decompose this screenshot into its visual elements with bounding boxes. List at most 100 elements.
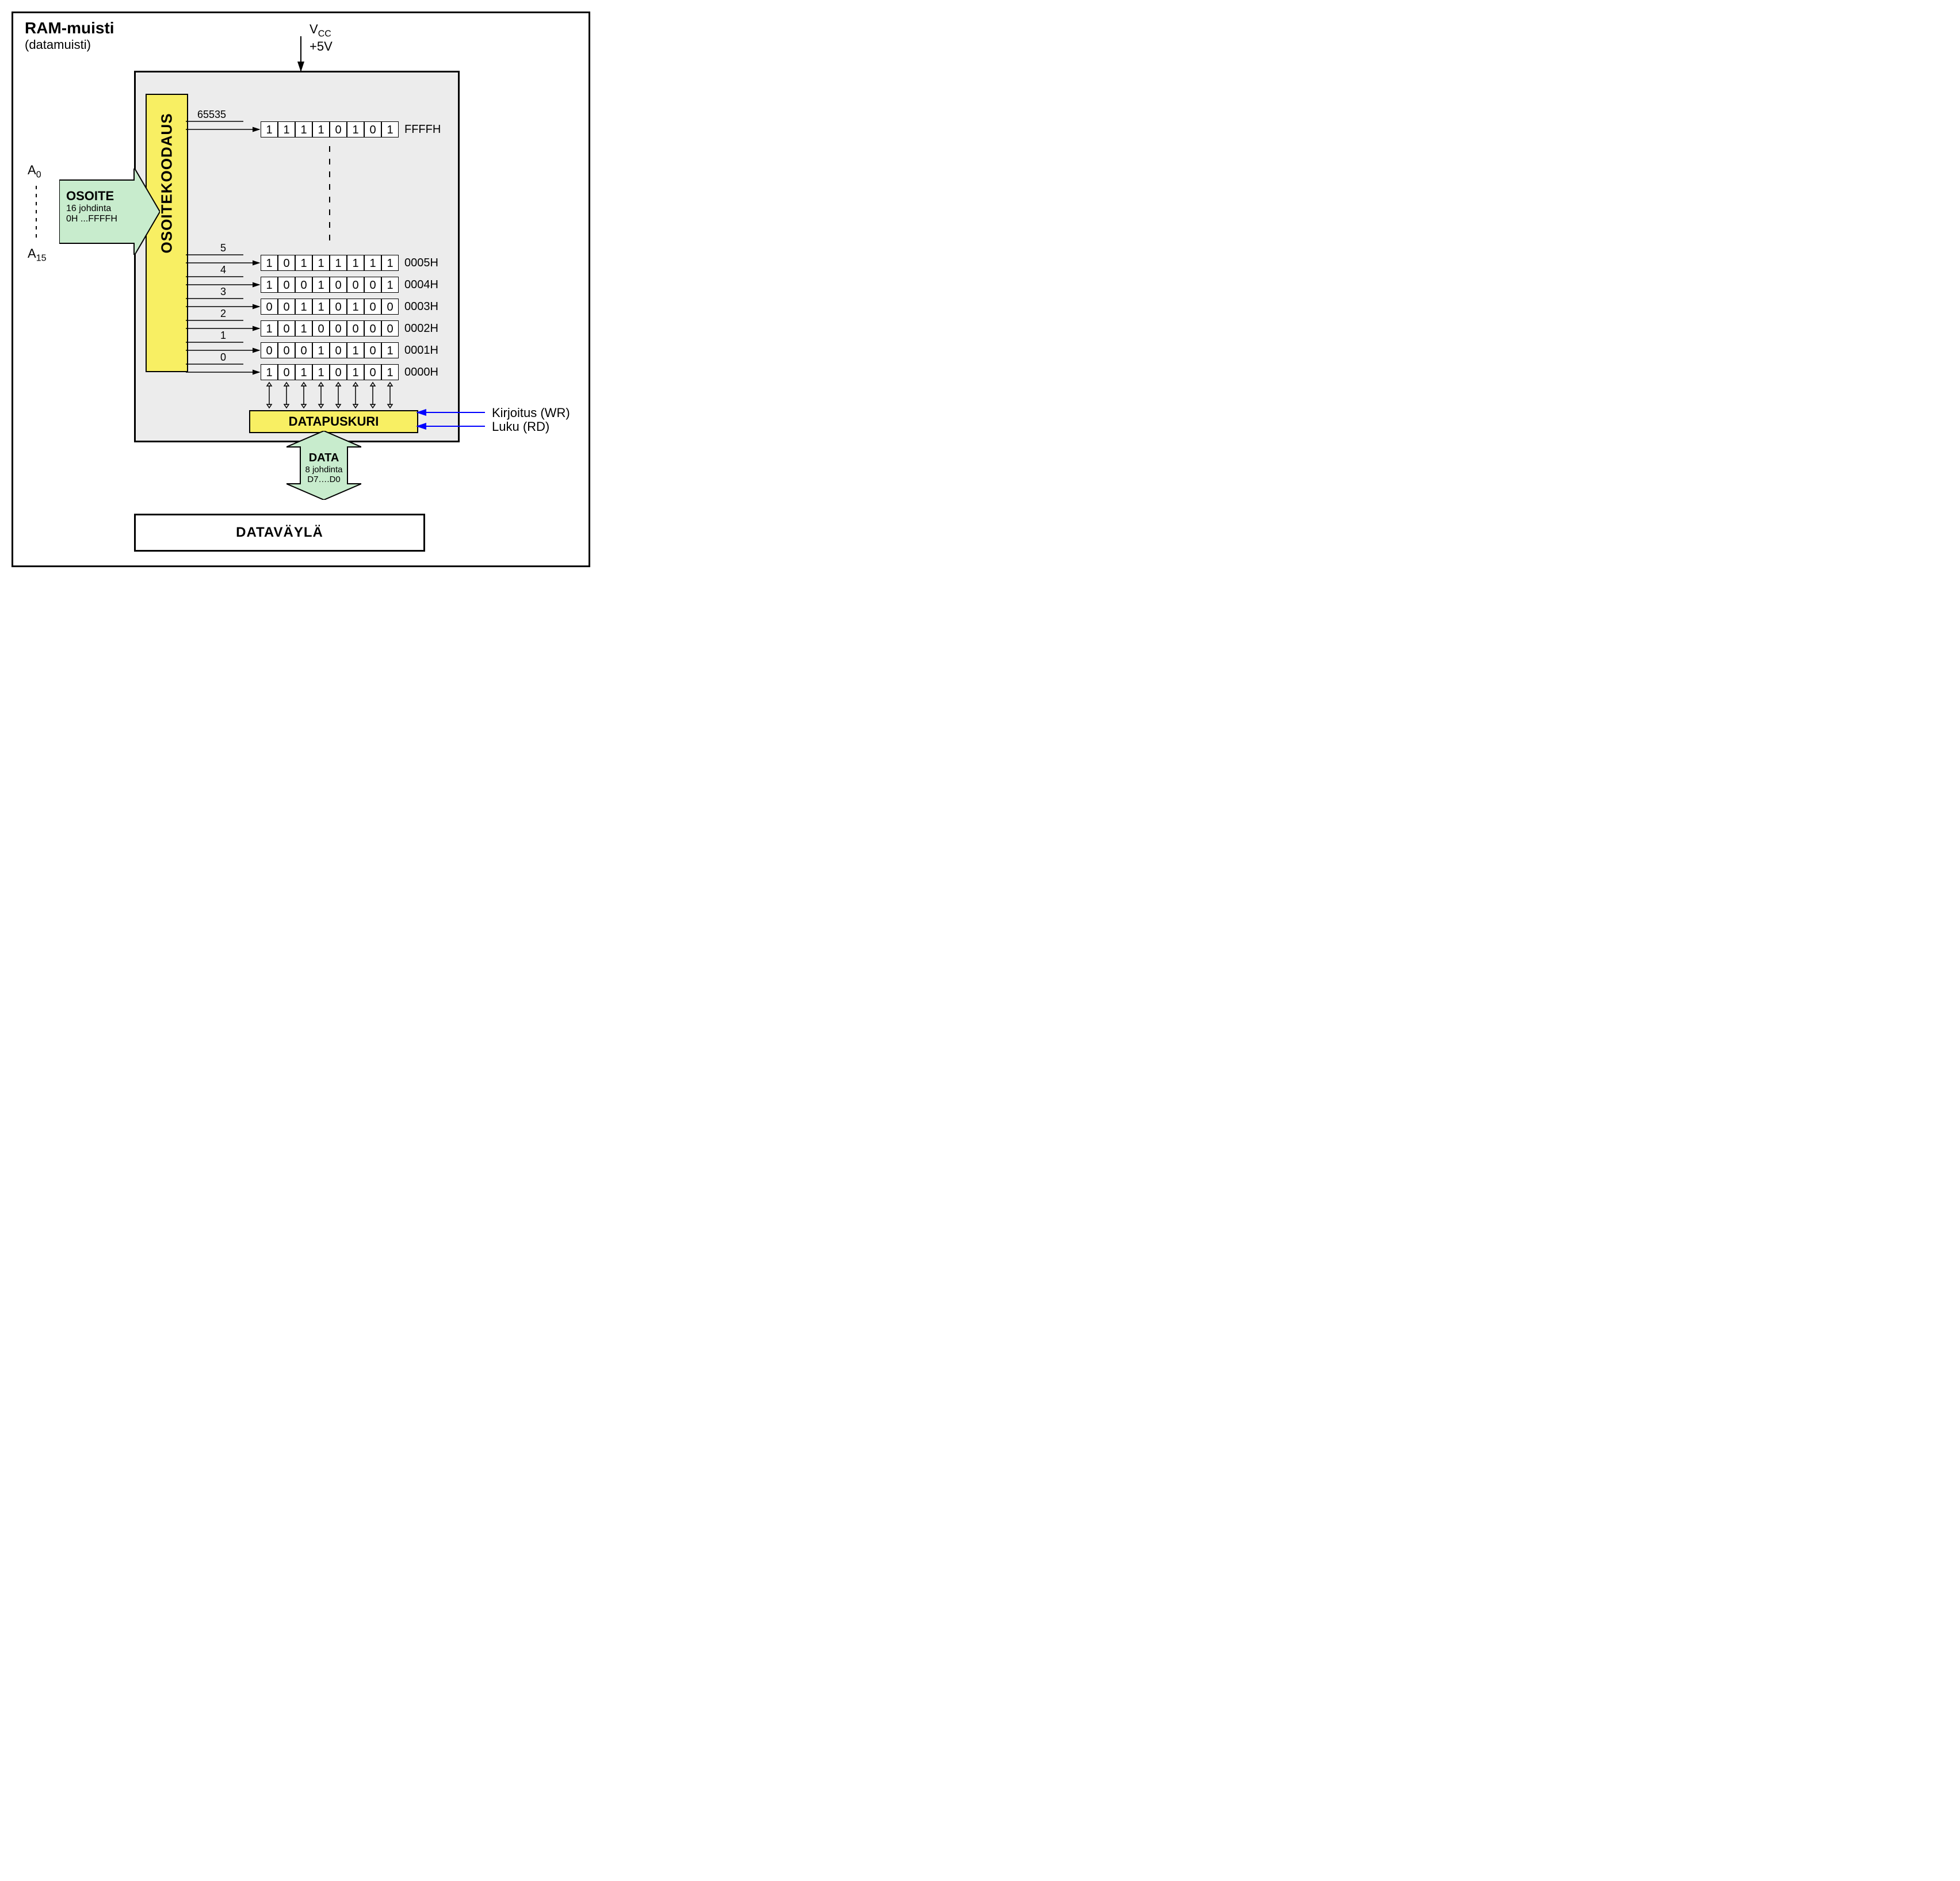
memory-row: 0101101010000H [13, 364, 531, 380]
memory-row-hex: 0001H [404, 344, 438, 357]
memory-cells: 10100000 [261, 320, 399, 337]
memory-bit-cell: 1 [330, 255, 347, 271]
memory-cells: 10111111 [261, 255, 399, 271]
memory-bit-cell: 0 [381, 299, 399, 315]
memory-bit-cell: 1 [347, 299, 364, 315]
memory-bit-cell: 1 [295, 320, 312, 337]
memory-row-hex: 0005H [404, 257, 438, 270]
memory-row-index: 0 [192, 351, 226, 364]
memory-bit-cell: 0 [312, 320, 330, 337]
memory-bit-cell: 1 [381, 255, 399, 271]
vcc-label: VCC +5V [310, 22, 333, 54]
address-pin-a0: A0 [28, 163, 41, 180]
memory-bit-cell: 1 [347, 121, 364, 137]
memory-row: 2101000000002H [13, 320, 531, 337]
data-bus: DATAVÄYLÄ [134, 514, 425, 552]
memory-bit-cell: 0 [364, 364, 381, 380]
memory-row-hex: FFFFH [404, 123, 441, 136]
memory-bit-cell: 0 [330, 342, 347, 358]
memory-cells: 00110100 [261, 299, 399, 315]
data-arrow: DATA 8 johdinta D7….D0 [286, 431, 361, 500]
memory-cells: 11110101 [261, 121, 399, 137]
write-signal-label: Kirjoitus (WR) [492, 406, 570, 420]
memory-row-index: 65535 [192, 109, 226, 121]
memory-bit-cell: 1 [312, 121, 330, 137]
memory-cells: 10010001 [261, 277, 399, 293]
memory-bit-cell: 0 [278, 277, 295, 293]
data-line1: 8 johdinta [286, 465, 361, 475]
address-title: OSOITE [66, 189, 117, 204]
vcc-sub: CC [318, 29, 331, 39]
memory-row: 3001101000003H [13, 299, 531, 315]
memory-bit-cell: 1 [295, 255, 312, 271]
memory-bit-cell: 0 [364, 121, 381, 137]
memory-bit-cell: 0 [364, 299, 381, 315]
address-line2: 0H ...FFFFH [66, 214, 117, 224]
memory-bit-cell: 0 [330, 277, 347, 293]
memory-bit-cell: 0 [278, 255, 295, 271]
databus-label: DATAVÄYLÄ [236, 525, 323, 541]
memory-bit-cell: 0 [364, 320, 381, 337]
memory-bit-cell: 1 [312, 255, 330, 271]
memory-cells: 00010101 [261, 342, 399, 358]
memory-bit-cell: 1 [261, 320, 278, 337]
memory-bit-cell: 1 [347, 364, 364, 380]
memory-bit-cell: 0 [295, 277, 312, 293]
memory-bit-cell: 1 [381, 364, 399, 380]
vcc-symbol: V [310, 22, 318, 36]
memory-bit-cell: 1 [261, 364, 278, 380]
memory-bit-cell: 0 [364, 342, 381, 358]
title-main: RAM-muisti [25, 19, 114, 37]
memory-row-hex: 0004H [404, 278, 438, 292]
read-signal-label: Luku (RD) [492, 419, 549, 434]
data-line2: D7….D0 [286, 475, 361, 484]
title-block: RAM-muisti (datamuisti) [25, 19, 114, 52]
memory-bit-cell: 0 [278, 320, 295, 337]
memory-row-index: 4 [192, 264, 226, 276]
data-buffer: DATAPUSKURI [249, 410, 418, 433]
address-label-block: OSOITE 16 johdinta 0H ...FFFFH [66, 189, 117, 224]
memory-bit-cell: 1 [381, 121, 399, 137]
memory-bit-cell: 0 [347, 277, 364, 293]
memory-bit-cell: 1 [312, 299, 330, 315]
memory-bit-cell: 0 [381, 320, 399, 337]
memory-bit-cell: 0 [278, 364, 295, 380]
memory-row-hex: 0002H [404, 322, 438, 335]
memory-bit-cell: 1 [381, 342, 399, 358]
memory-bit-cell: 0 [330, 299, 347, 315]
buffer-label: DATAPUSKURI [289, 414, 379, 429]
memory-bit-cell: 1 [295, 364, 312, 380]
memory-bit-cell: 0 [278, 299, 295, 315]
memory-bit-cell: 1 [312, 364, 330, 380]
memory-bit-cell: 1 [295, 299, 312, 315]
memory-bit-cell: 0 [278, 342, 295, 358]
memory-row: 100010101 0001H [13, 342, 531, 358]
vcc-voltage: +5V [310, 39, 333, 53]
memory-bit-cell: 0 [261, 342, 278, 358]
memory-bit-cell: 1 [295, 121, 312, 137]
memory-bit-cell: 1 [261, 277, 278, 293]
memory-bit-cell: 0 [330, 121, 347, 137]
address-line1: 16 johdinta [66, 204, 117, 214]
memory-bit-cell: 1 [312, 342, 330, 358]
memory-bit-cell: 0 [330, 320, 347, 337]
memory-bit-cell: 0 [364, 277, 381, 293]
address-arrow: OSOITE 16 johdinta 0H ...FFFFH [59, 169, 160, 255]
memory-row: 6553511110101FFFFH [13, 121, 531, 137]
memory-row-index: 5 [192, 242, 226, 254]
decoder-label: OSOITEKOODAUS [158, 213, 176, 253]
memory-row-hex: 0003H [404, 300, 438, 314]
memory-row: 5101111110005H [13, 255, 531, 271]
memory-bit-cell: 1 [278, 121, 295, 137]
memory-row-hex: 0000H [404, 366, 438, 379]
memory-row-index: 2 [192, 308, 226, 320]
data-title: DATA [286, 452, 361, 465]
memory-bit-cell: 1 [261, 121, 278, 137]
memory-row-index: 3 [192, 286, 226, 298]
title-sub: (datamuisti) [25, 37, 114, 52]
memory-bit-cell: 1 [261, 255, 278, 271]
memory-bit-cell: 1 [347, 255, 364, 271]
memory-bit-cell: 1 [364, 255, 381, 271]
memory-bit-cell: 1 [347, 342, 364, 358]
diagram-frame: RAM-muisti (datamuisti) OSOITEKOODAUS VC… [12, 12, 590, 567]
